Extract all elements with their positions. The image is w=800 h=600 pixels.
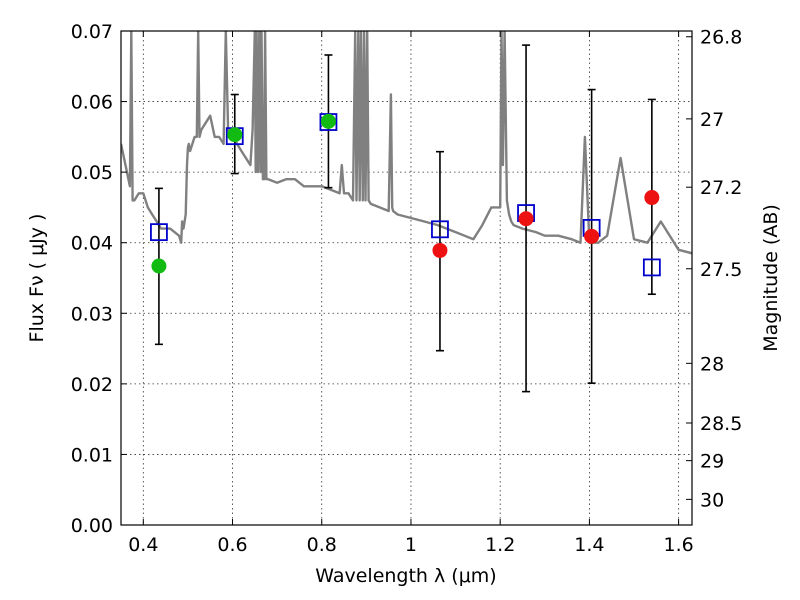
y2-tick-label: 27.5 (700, 259, 742, 281)
x-axis-label: Wavelength λ (μm) (315, 565, 496, 587)
observed-points (151, 113, 660, 274)
spectrum-line (121, 31, 692, 255)
y2-tick-label: 26.8 (700, 27, 742, 49)
y-tick-label: 0.06 (71, 92, 113, 114)
y2-tick-label: 28.5 (700, 413, 742, 435)
plot-frame (120, 30, 693, 526)
y2-tick-label: 30 (700, 489, 724, 511)
observed-point-red (518, 211, 534, 227)
model-fit-square (642, 258, 661, 277)
observed-point-green (151, 258, 167, 274)
y-tick-label: 0.07 (71, 21, 113, 43)
y-tick-label: 0.03 (71, 303, 113, 325)
y2-tick-label: 28 (700, 353, 724, 375)
y-tick-label: 0.04 (71, 233, 113, 255)
y2-tick-label: 27.2 (700, 177, 742, 199)
x-tick-label: 1.4 (574, 534, 604, 556)
x-tick-label: 1.2 (485, 534, 515, 556)
x-tick-label: 0.4 (128, 534, 158, 556)
y-tick-label: 0.00 (71, 515, 113, 537)
x-axis-ticks: 0.4 0.6 0.8 1 1.2 1.4 1.6 (128, 31, 694, 556)
x-tick-label: 1 (405, 534, 417, 556)
y-axis-ticks: 0.00 0.01 0.02 0.03 0.04 0.05 0.06 0.07 (71, 21, 127, 537)
x-tick-label: 0.8 (307, 534, 337, 556)
observed-point-red (644, 190, 660, 206)
model-fit-square (150, 223, 168, 242)
observed-point-red (584, 228, 600, 244)
y-tick-label: 0.01 (71, 444, 113, 466)
y2-tick-label: 27 (700, 109, 724, 131)
grid (121, 31, 692, 525)
observed-point-red (432, 242, 448, 258)
x-tick-label: 0.6 (217, 534, 247, 556)
observed-point-green (320, 113, 336, 129)
y-tick-label: 0.05 (71, 162, 113, 184)
x-tick-label: 1.6 (664, 534, 694, 556)
y2-axis-label: Magnitude (AB) (760, 204, 782, 352)
y-axis-label: Flux Fν ( μJy ) (26, 214, 48, 343)
y2-tick-label: 29 (700, 451, 724, 473)
observed-point-green (227, 127, 243, 143)
y2-axis-ticks: 26.8 27 27.2 27.5 28 28.5 29 30 (686, 27, 742, 511)
y-tick-label: 0.02 (71, 374, 113, 396)
model-spectrum (121, 31, 692, 255)
model-fit-square (431, 220, 449, 239)
